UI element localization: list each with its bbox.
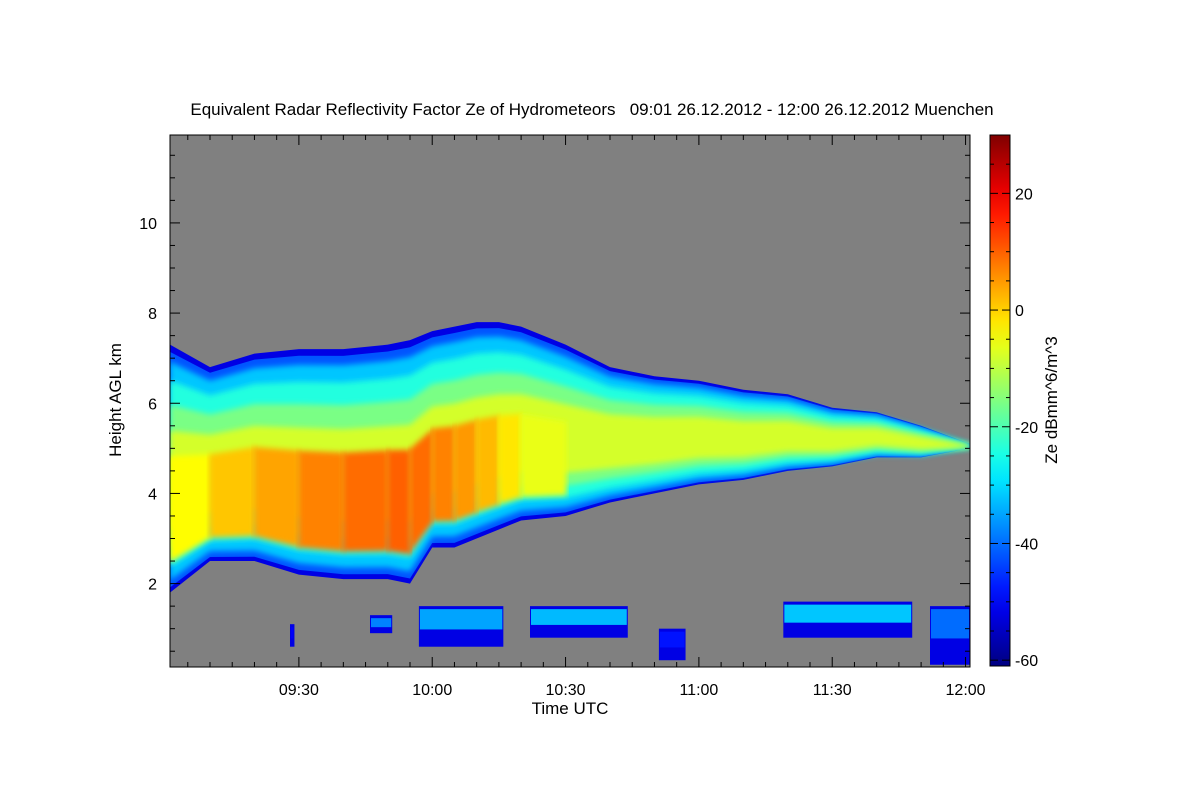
low-echo [784, 604, 912, 623]
y-axis-label: Height AGL km [106, 343, 125, 457]
y-axis-ticks: 2 4 6 8 10 [139, 154, 970, 652]
cloud-core-segment [431, 426, 456, 522]
cloud-core-segment [297, 450, 345, 552]
low-echo [291, 627, 294, 639]
colorbar-label: Ze dBmm^6/m^3 [1042, 336, 1061, 463]
colorbar-ticks: -60 -40 -20 0 20 [990, 134, 1038, 670]
x-tick-label: 11:00 [679, 682, 718, 699]
cloud-core-segment [520, 413, 567, 498]
x-tick-label: 09:30 [279, 682, 319, 699]
cloud-core-segment [409, 428, 434, 555]
x-axis-ticks: 09:30 10:00 10:30 11:00 11:30 12:00 [187, 135, 986, 699]
cloud-echoes [170, 322, 970, 665]
cloud-core-segment [209, 446, 256, 538]
chart-title: Equivalent Radar Reflectivity Factor Ze … [190, 100, 993, 119]
cloud-core-segment [497, 413, 523, 505]
low-echo [371, 618, 392, 628]
x-tick-label: 10:00 [412, 682, 452, 699]
cloud-core-segment [170, 454, 211, 563]
colorbar-tick-label: 20 [1015, 186, 1033, 203]
low-echo [931, 609, 969, 639]
cloud-core-segment [386, 449, 411, 555]
cloud-core-segment [453, 419, 478, 522]
y-tick-label: 2 [148, 577, 157, 594]
plot-frame [169, 134, 971, 668]
cloud-core-segment [253, 446, 300, 548]
x-axis-label: Time UTC [532, 699, 609, 718]
y-tick-label: 10 [139, 216, 157, 233]
colorbar-tick-label: -60 [1015, 653, 1038, 670]
colorbar-tick-label: -40 [1015, 536, 1038, 553]
cloud-core-segment [342, 450, 389, 552]
x-tick-label: 10:30 [546, 682, 586, 699]
cloud-core-segment [475, 415, 500, 513]
y-tick-label: 4 [148, 486, 157, 503]
colorbar-tick-label: 0 [1015, 303, 1024, 320]
low-echo [659, 631, 685, 648]
low-echo [531, 609, 627, 625]
y-tick-label: 6 [148, 396, 157, 413]
colorbar-tick-label: -20 [1015, 420, 1038, 437]
low-echo [419, 609, 503, 630]
y-tick-label: 8 [148, 306, 157, 323]
x-tick-label: 11:30 [813, 682, 852, 699]
colorbar [989, 134, 1011, 667]
x-tick-label: 12:00 [946, 682, 986, 699]
